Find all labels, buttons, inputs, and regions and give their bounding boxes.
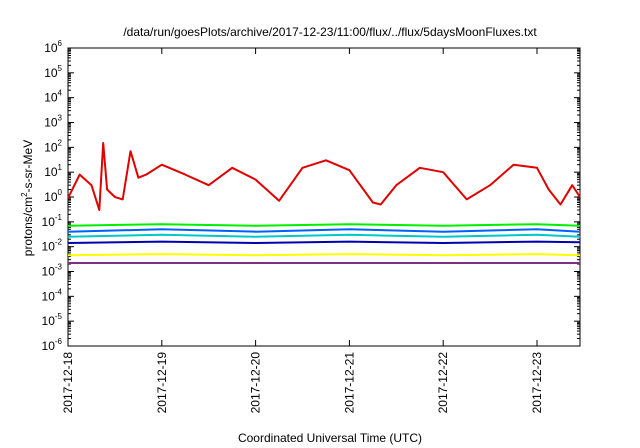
chart-title: /data/run/goesPlots/archive/2017-12-23/1… [123,25,537,39]
y-tick-label: 10-3 [42,263,63,279]
x-tick-label: 2017-12-20 [249,352,263,414]
series-line [67,142,581,211]
series-line [67,228,581,233]
x-axis-label: Coordinated Universal Time (UTC) [238,431,422,445]
series-line [67,233,581,238]
y-tick-label: 10-5 [42,312,63,328]
x-axis-ticks: 2017-12-18 2017-12-19 2017-12-20 2017-12-21… [61,48,544,413]
series-line [67,253,581,257]
y-axis-ticks: 10-6 10-5 10-4 10-3 10-2 10-1 100 101 102 103 104 1… [42,39,580,353]
y-axis-label-base: protons/cm [21,197,35,256]
x-tick-label: 2017-12-21 [342,352,356,414]
y-tick-label: 10-6 [42,337,63,353]
svg-text:protons/cm2-s-sr-MeV: protons/cm2-s-sr-MeV [20,140,35,256]
y-tick-label: 10-1 [42,213,63,229]
x-tick-label: 2017-12-22 [436,352,450,414]
y-tick-label: 102 [44,138,62,154]
y-tick-label: 105 [44,64,62,80]
plot-frame [67,47,581,347]
y-tick-label: 100 [44,188,62,204]
y-axis-label: protons/cm2-s-sr-MeV [20,140,35,256]
series-line [67,240,581,244]
y-tick-label: 106 [44,39,62,55]
y-tick-label: 10-2 [42,238,63,254]
x-tick-label: 2017-12-19 [155,352,169,414]
series-line [67,223,581,227]
x-tick-label: 2017-12-23 [530,352,544,414]
y-tick-label: 10-4 [42,287,63,303]
y-tick-label: 104 [44,89,62,105]
y-axis-label-sup: 2 [20,192,29,197]
series-group [67,142,581,264]
y-tick-label: 103 [44,114,62,130]
y-tick-label: 101 [44,163,62,179]
y-axis-label-rest: -s-sr-MeV [21,140,35,193]
x-tick-label: 2017-12-18 [61,352,75,414]
plot-area [67,47,581,347]
